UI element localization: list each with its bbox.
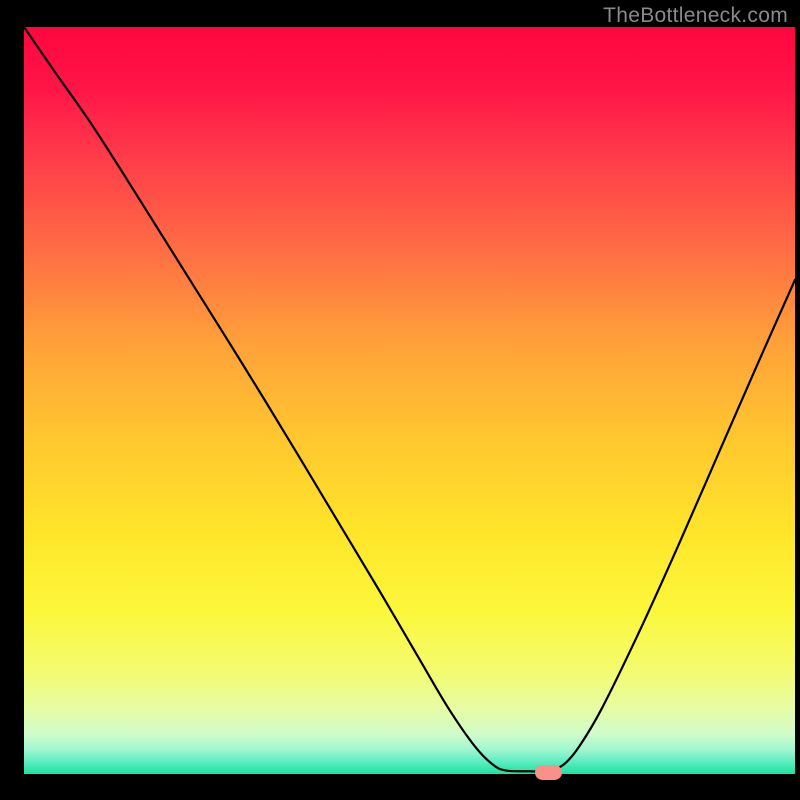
watermark-text: TheBottleneck.com bbox=[603, 4, 788, 28]
chart-background bbox=[24, 27, 795, 775]
bottleneck-chart bbox=[24, 27, 795, 775]
chart-svg bbox=[24, 27, 795, 775]
optimal-marker bbox=[535, 765, 562, 780]
